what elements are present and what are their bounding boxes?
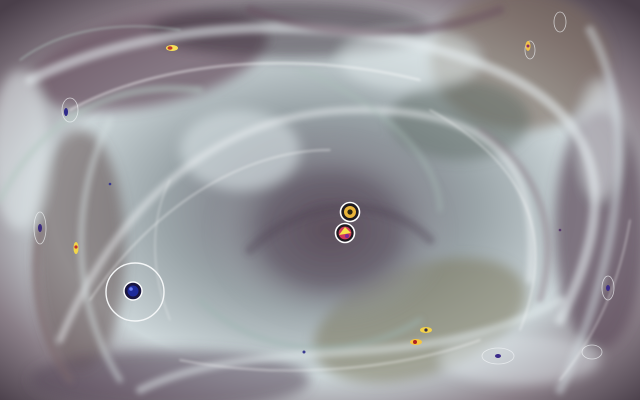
seed-icon[interactable] bbox=[108, 182, 562, 354]
swirl-streaks bbox=[0, 5, 623, 395]
seed-icon[interactable] bbox=[495, 354, 501, 358]
seed-icon[interactable] bbox=[73, 242, 79, 254]
seed-icon[interactable] bbox=[410, 339, 422, 345]
ghost-rings bbox=[33, 11, 615, 365]
seed-icon[interactable] bbox=[64, 108, 68, 116]
seed-particles bbox=[38, 41, 610, 358]
gold-orb-icon[interactable] bbox=[339, 201, 361, 223]
seed-icon[interactable] bbox=[38, 224, 42, 232]
seed-icon[interactable] bbox=[525, 41, 531, 51]
seed-icon[interactable] bbox=[166, 45, 178, 51]
candy-orb-icon[interactable] bbox=[334, 222, 356, 244]
swirl-filaments bbox=[19, 25, 631, 381]
seed-icon[interactable] bbox=[606, 285, 610, 291]
player-blue-orb[interactable] bbox=[105, 262, 165, 322]
seed-icon[interactable] bbox=[420, 327, 432, 333]
